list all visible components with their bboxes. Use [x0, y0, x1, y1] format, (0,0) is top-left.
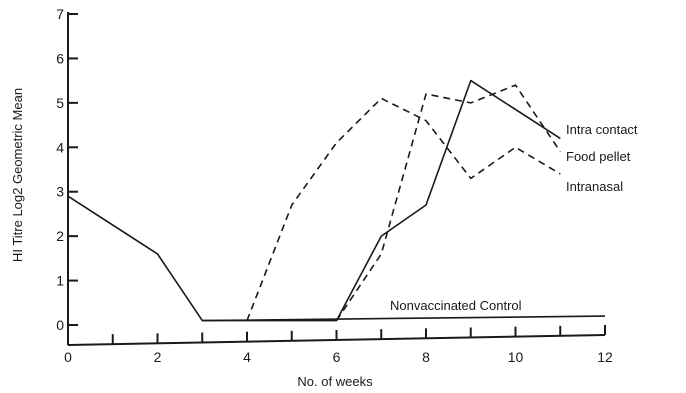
series-label-intranasal: Intranasal: [566, 179, 623, 194]
x-tick-label: 0: [64, 349, 72, 365]
series-line-nonvaccinated-control: [202, 315, 606, 322]
y-tick-label: 3: [56, 184, 64, 200]
y-tick-label: 0: [56, 317, 64, 333]
x-tick-label: 6: [333, 349, 341, 365]
x-tick-label: 12: [597, 349, 613, 365]
series-line-food-pellet: [67, 79, 561, 322]
x-tick-label: 2: [154, 349, 162, 365]
x-tick-label: 10: [508, 349, 524, 365]
y-tick-label: 5: [56, 95, 64, 111]
series-line-intranasal: [246, 97, 561, 321]
y-tick-label: 6: [56, 50, 64, 66]
y-tick-label: 1: [56, 273, 64, 289]
series-label-intra-contact: Intra contact: [566, 122, 638, 137]
y-axis-title: HI Titre Log2 Geometric Mean: [10, 88, 25, 262]
x-tick-label: 8: [422, 349, 430, 365]
chart-series: [67, 79, 606, 322]
x-axis-title: No. of weeks: [297, 374, 373, 389]
series-label-nonvaccinated-control: Nonvaccinated Control: [390, 298, 522, 313]
series-label-food-pellet: Food pellet: [566, 149, 631, 164]
x-tick-label: 4: [243, 349, 251, 365]
y-tick-label: 2: [56, 228, 64, 244]
chart-labels: Intra contact Food pellet Intranasal Nonvac…: [390, 122, 638, 313]
y-tick-label: 7: [56, 6, 64, 22]
series-line-intra-contact: [335, 84, 561, 322]
y-tick-label: 4: [56, 139, 64, 155]
